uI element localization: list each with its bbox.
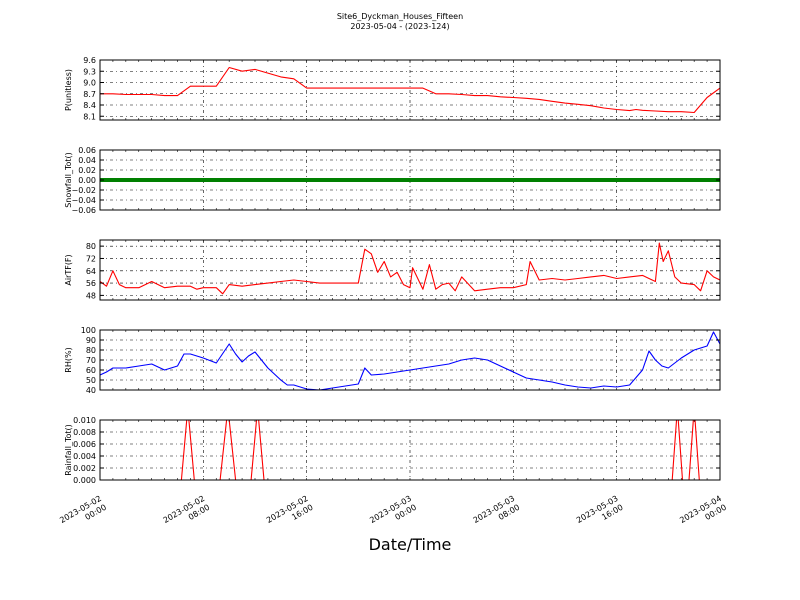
y-tick-label: 0.004 [73, 452, 96, 461]
y-tick-label: 0.008 [73, 428, 96, 437]
figure-title: Site6_Dyckman_Houses_Fifteen [337, 12, 463, 21]
y-tick-label: 80 [86, 242, 96, 251]
series-group [100, 420, 720, 480]
y-tick-label: 9.0 [83, 79, 96, 88]
y-tick-label: 72 [86, 254, 96, 263]
y-axis-label: RH(%) [64, 347, 73, 372]
x-axis-label: Date/Time [369, 535, 452, 554]
panel-2: −0.06−0.04−0.020.000.020.040.06 Snowfall_… [64, 146, 721, 215]
series-line-1 [100, 331, 720, 390]
y-tick-label: 40 [86, 386, 96, 395]
y-tick-label: 0.00 [78, 176, 96, 185]
panel-5: 0.000 0.002 0.004 0.006 0.008 0.010Rainfall_T… [64, 416, 721, 485]
series-line-1 [100, 420, 720, 480]
y-tick-label: 0.02 [78, 166, 96, 175]
y-axis-label: Snowfall_Tot() [64, 152, 73, 208]
y-tick-label: 50 [86, 376, 96, 385]
y-tick-label: 0.010 [73, 416, 96, 425]
y-tick-label: 64 [86, 267, 96, 276]
y-tick-label: 0.06 [78, 146, 96, 155]
y-tick-label: 9.6 [83, 56, 96, 65]
panel-1: 8.1 8.4 8.7 9.0 9.3 9.6 P(unitless) [64, 56, 721, 121]
series-group [100, 331, 720, 390]
series-line-1 [100, 242, 720, 295]
y-tick-label: 48 [86, 291, 96, 300]
y-tick-label: 9.3 [83, 67, 96, 76]
y-tick-label: 90 [86, 336, 96, 345]
y-tick-label: 70 [86, 356, 96, 365]
panel-3: 48 56 64 72 80 AirTF(F) [64, 239, 721, 301]
y-tick-label: 80 [86, 346, 96, 355]
figure-subtitle: 2023-05-04 - (2023-124) [350, 22, 449, 31]
y-tick-label: 0.000 [73, 476, 96, 485]
y-tick-label: 8.1 [83, 112, 96, 121]
y-tick-label: 0.04 [78, 156, 96, 165]
y-tick-label: −0.04 [71, 196, 96, 205]
series-group [100, 242, 720, 295]
series-line-1 [100, 66, 720, 114]
y-tick-label: 0.006 [73, 440, 96, 449]
series-group [100, 66, 720, 114]
y-axis-label: AirTF(F) [64, 254, 73, 285]
y-tick-label: 56 [86, 279, 96, 288]
y-tick-label: −0.02 [71, 186, 96, 195]
y-tick-label: −0.06 [71, 206, 96, 215]
y-tick-label: 60 [86, 366, 96, 375]
y-tick-label: 8.4 [83, 101, 96, 110]
y-tick-label: 8.7 [83, 90, 96, 99]
y-axis-label: Rainfall_Tot() [64, 424, 73, 476]
y-tick-label: 100 [81, 326, 96, 335]
y-tick-label: 0.002 [73, 464, 96, 473]
chart-panels: 8.1 8.4 8.7 9.0 9.3 9.6 P(unitless) −0.06−0.04−… [64, 56, 721, 485]
y-axis-label: P(unitless) [64, 69, 73, 111]
